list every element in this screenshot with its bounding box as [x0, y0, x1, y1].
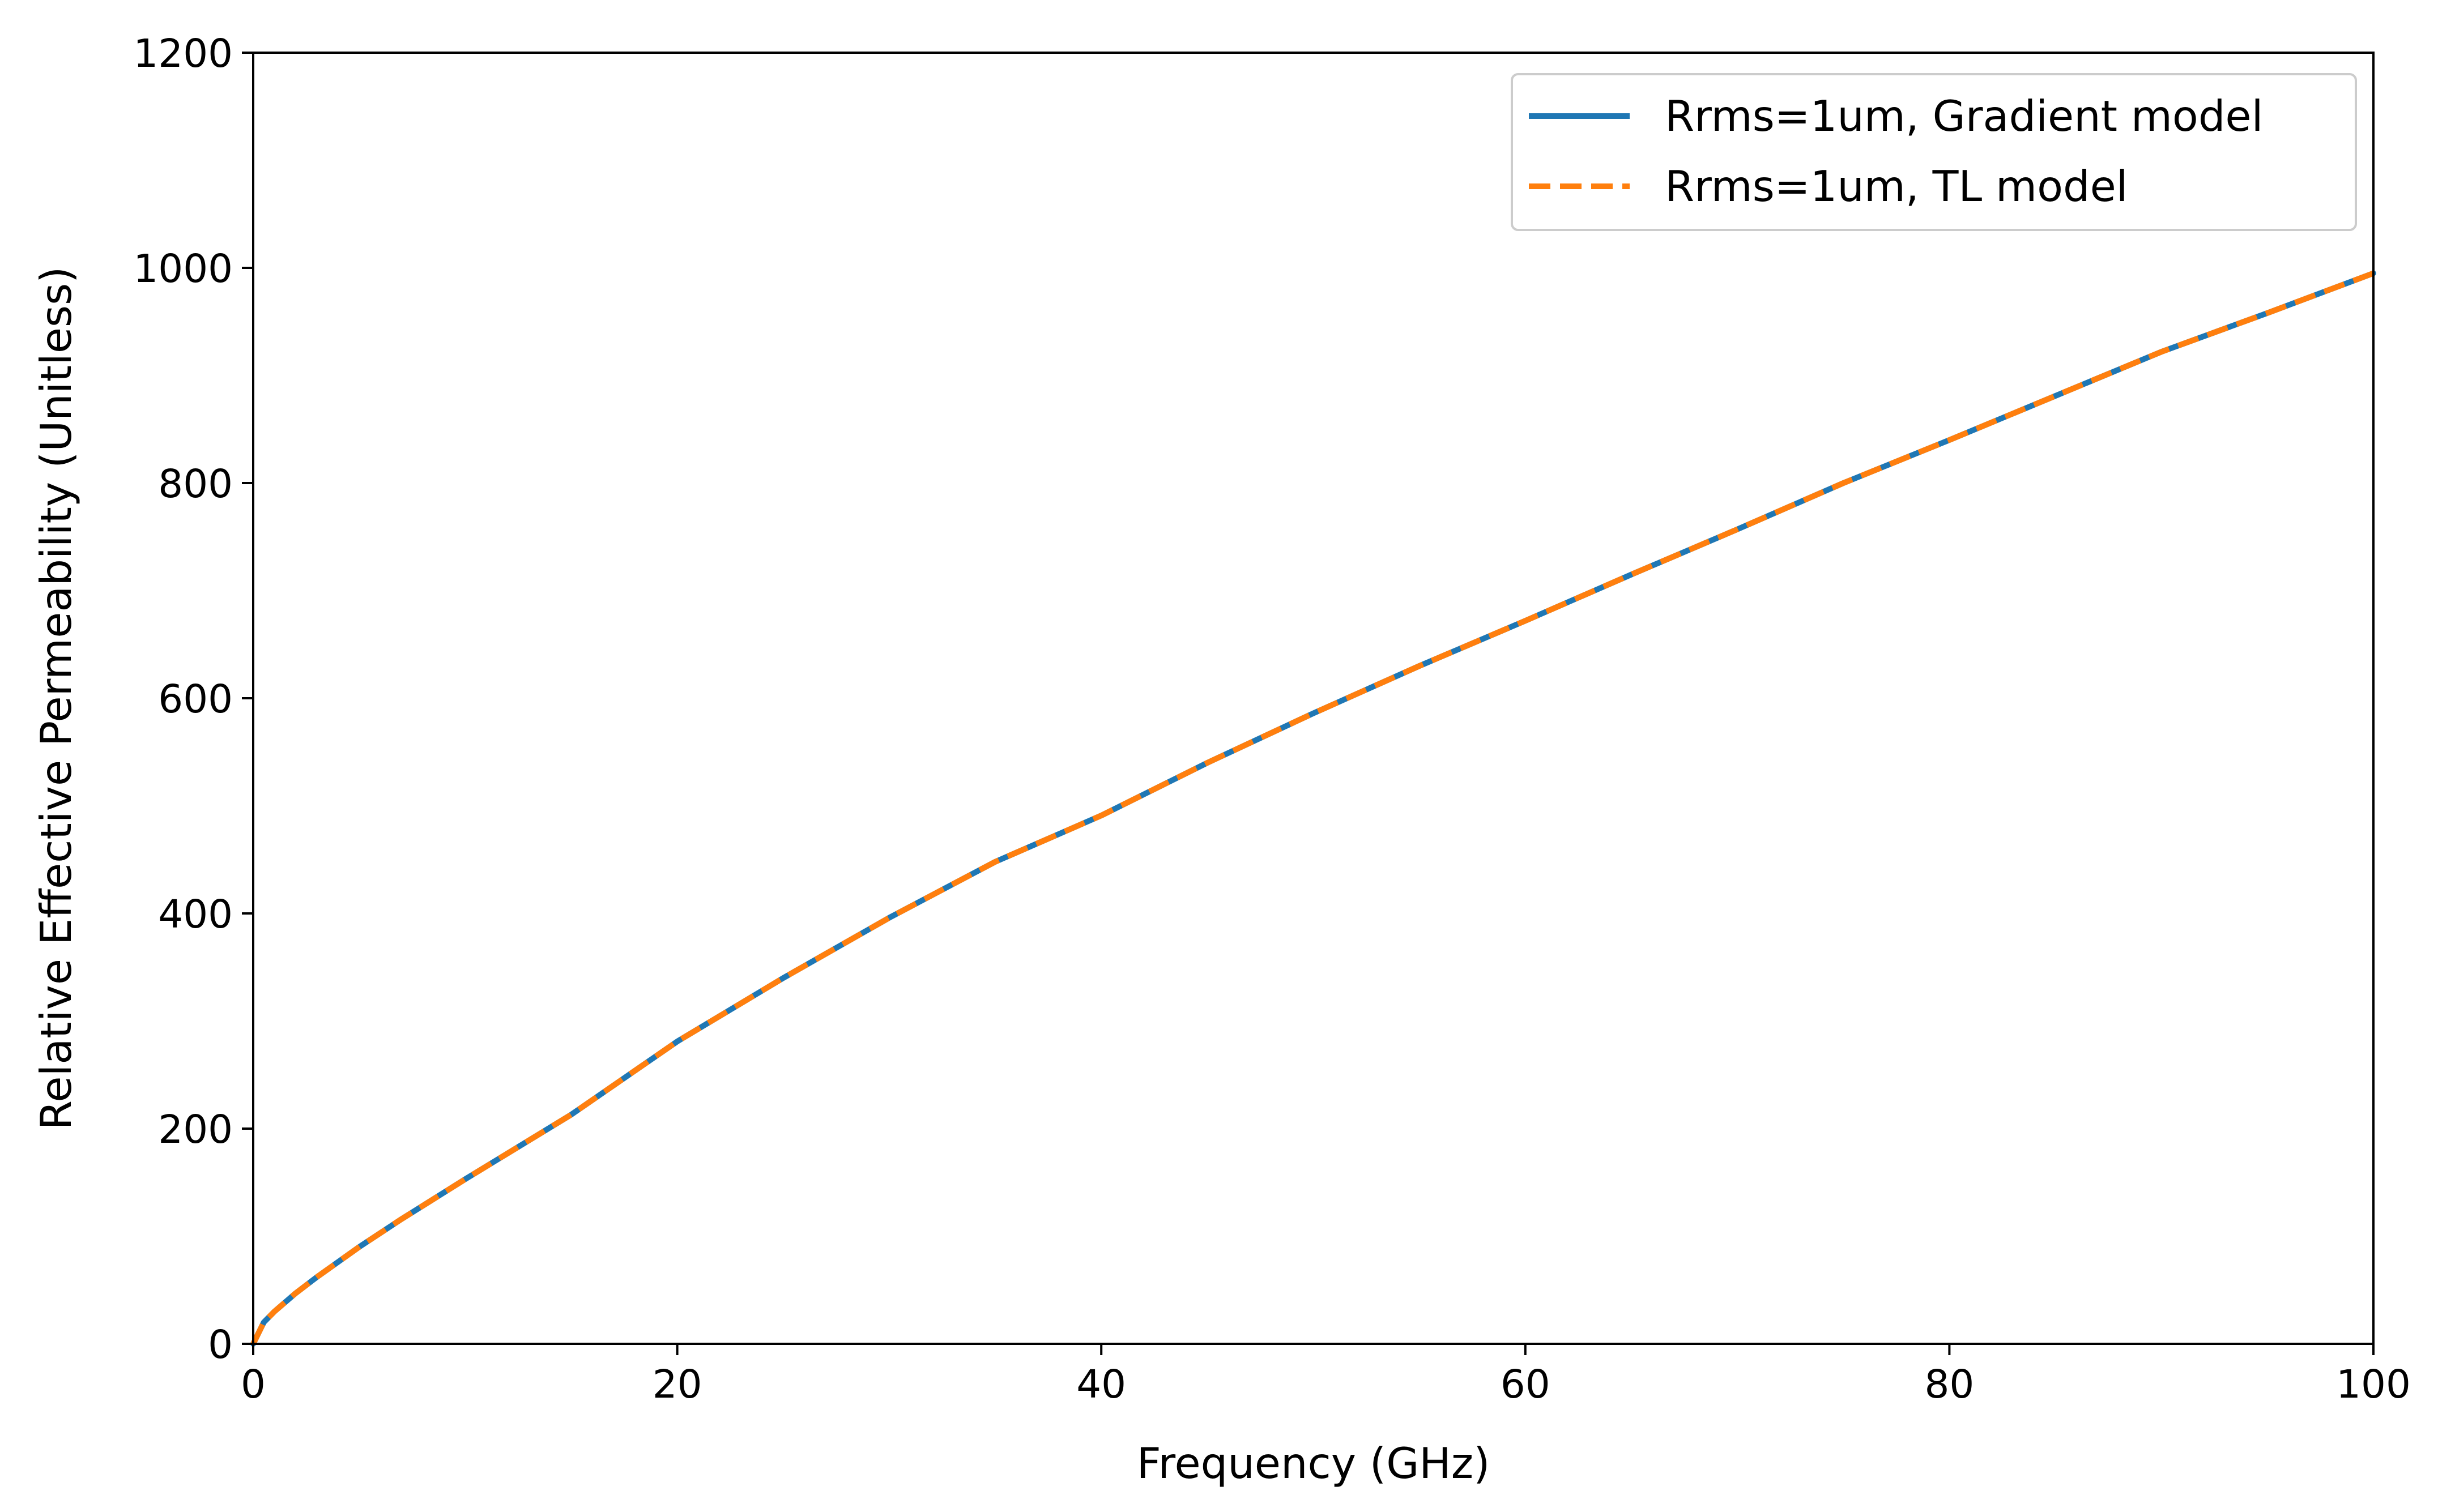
legend: Rrms=1um, Gradient model Rrms=1um, TL mod… [1511, 73, 2357, 231]
y-tick-label: 0 [208, 1322, 233, 1368]
x-tick-label: 0 [241, 1362, 266, 1407]
y-tick-label: 600 [158, 677, 233, 722]
x-axis-label: Frequency (GHz) [1137, 1438, 1490, 1488]
plot-background [253, 53, 2373, 1344]
y-axis-label: Relative Effective Permeability (Unitles… [31, 267, 81, 1130]
x-tick-label: 60 [1501, 1362, 1550, 1407]
y-tick-label: 1200 [133, 31, 233, 76]
x-tick-label: 100 [2336, 1362, 2411, 1407]
y-tick-label: 200 [158, 1107, 233, 1152]
legend-label-2: Rrms=1um, TL model [1665, 161, 2128, 211]
series-line-2 [250, 270, 2375, 1346]
y-tick-label: 1000 [133, 246, 233, 292]
y-tick-label: 400 [158, 892, 233, 937]
y-axis: 0 200 400 600 800 1000 1200 [133, 31, 253, 1368]
x-tick-label: 40 [1076, 1362, 1126, 1407]
y-tick-label: 800 [158, 462, 233, 507]
legend-label-1: Rrms=1um, Gradient model [1665, 91, 2263, 141]
x-axis: 0 20 40 60 80 100 [241, 1344, 2411, 1407]
series-layer [250, 270, 2376, 1347]
plot-area [253, 53, 2373, 1344]
legend-box [1511, 73, 2357, 231]
x-tick-label: 80 [1924, 1362, 1974, 1407]
x-tick-label: 20 [653, 1362, 702, 1407]
